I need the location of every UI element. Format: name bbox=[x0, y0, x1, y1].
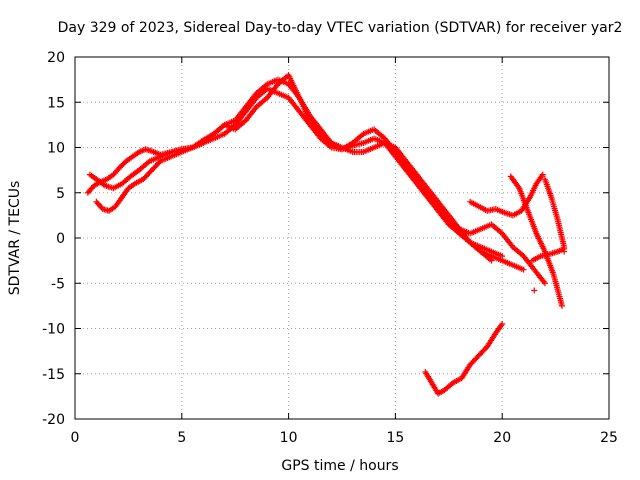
x-tick-label: 15 bbox=[386, 430, 404, 446]
series-trace-h bbox=[541, 176, 568, 251]
y-tick-label: 15 bbox=[47, 95, 65, 111]
data-point bbox=[499, 320, 506, 327]
data-point bbox=[539, 171, 546, 178]
chart-title: Day 329 of 2023, Sidereal Day-to-day VTE… bbox=[58, 20, 623, 36]
x-tick-label: 0 bbox=[71, 430, 80, 446]
y-tick-label: 5 bbox=[56, 186, 65, 202]
series-trace-f bbox=[507, 173, 566, 309]
series-trace-c bbox=[93, 72, 527, 273]
y-tick-label: -15 bbox=[42, 367, 65, 383]
data-point bbox=[561, 248, 568, 255]
y-axis-title: SDTVAR / TECUs bbox=[7, 181, 23, 296]
x-tick-label: 25 bbox=[600, 430, 618, 446]
data-points bbox=[84, 72, 568, 397]
y-tick-label: 20 bbox=[47, 50, 65, 66]
series-trace-d bbox=[445, 221, 548, 287]
grid-lines bbox=[75, 57, 609, 419]
x-tick-label: 20 bbox=[493, 430, 511, 446]
x-axis-title: GPS time / hours bbox=[281, 458, 398, 474]
y-tick-label: -20 bbox=[42, 412, 65, 428]
y-tick-label: -5 bbox=[51, 276, 65, 292]
data-point bbox=[531, 287, 538, 294]
axis-ticks: 0 5 10 15 20 25 -20 -15 -10 -5 0 5 10 15 20 bbox=[42, 50, 618, 446]
y-tick-label: 0 bbox=[56, 231, 65, 247]
series-trace-i bbox=[422, 320, 506, 397]
y-tick-label: -10 bbox=[42, 322, 65, 338]
data-point bbox=[520, 266, 527, 273]
series-trace-e bbox=[467, 171, 546, 219]
y-tick-label: 10 bbox=[47, 141, 65, 157]
data-point bbox=[156, 159, 163, 166]
data-point bbox=[541, 280, 548, 287]
x-tick-label: 5 bbox=[177, 430, 186, 446]
x-tick-label: 10 bbox=[280, 430, 298, 446]
series-outliers bbox=[531, 248, 568, 294]
data-point bbox=[559, 302, 566, 309]
